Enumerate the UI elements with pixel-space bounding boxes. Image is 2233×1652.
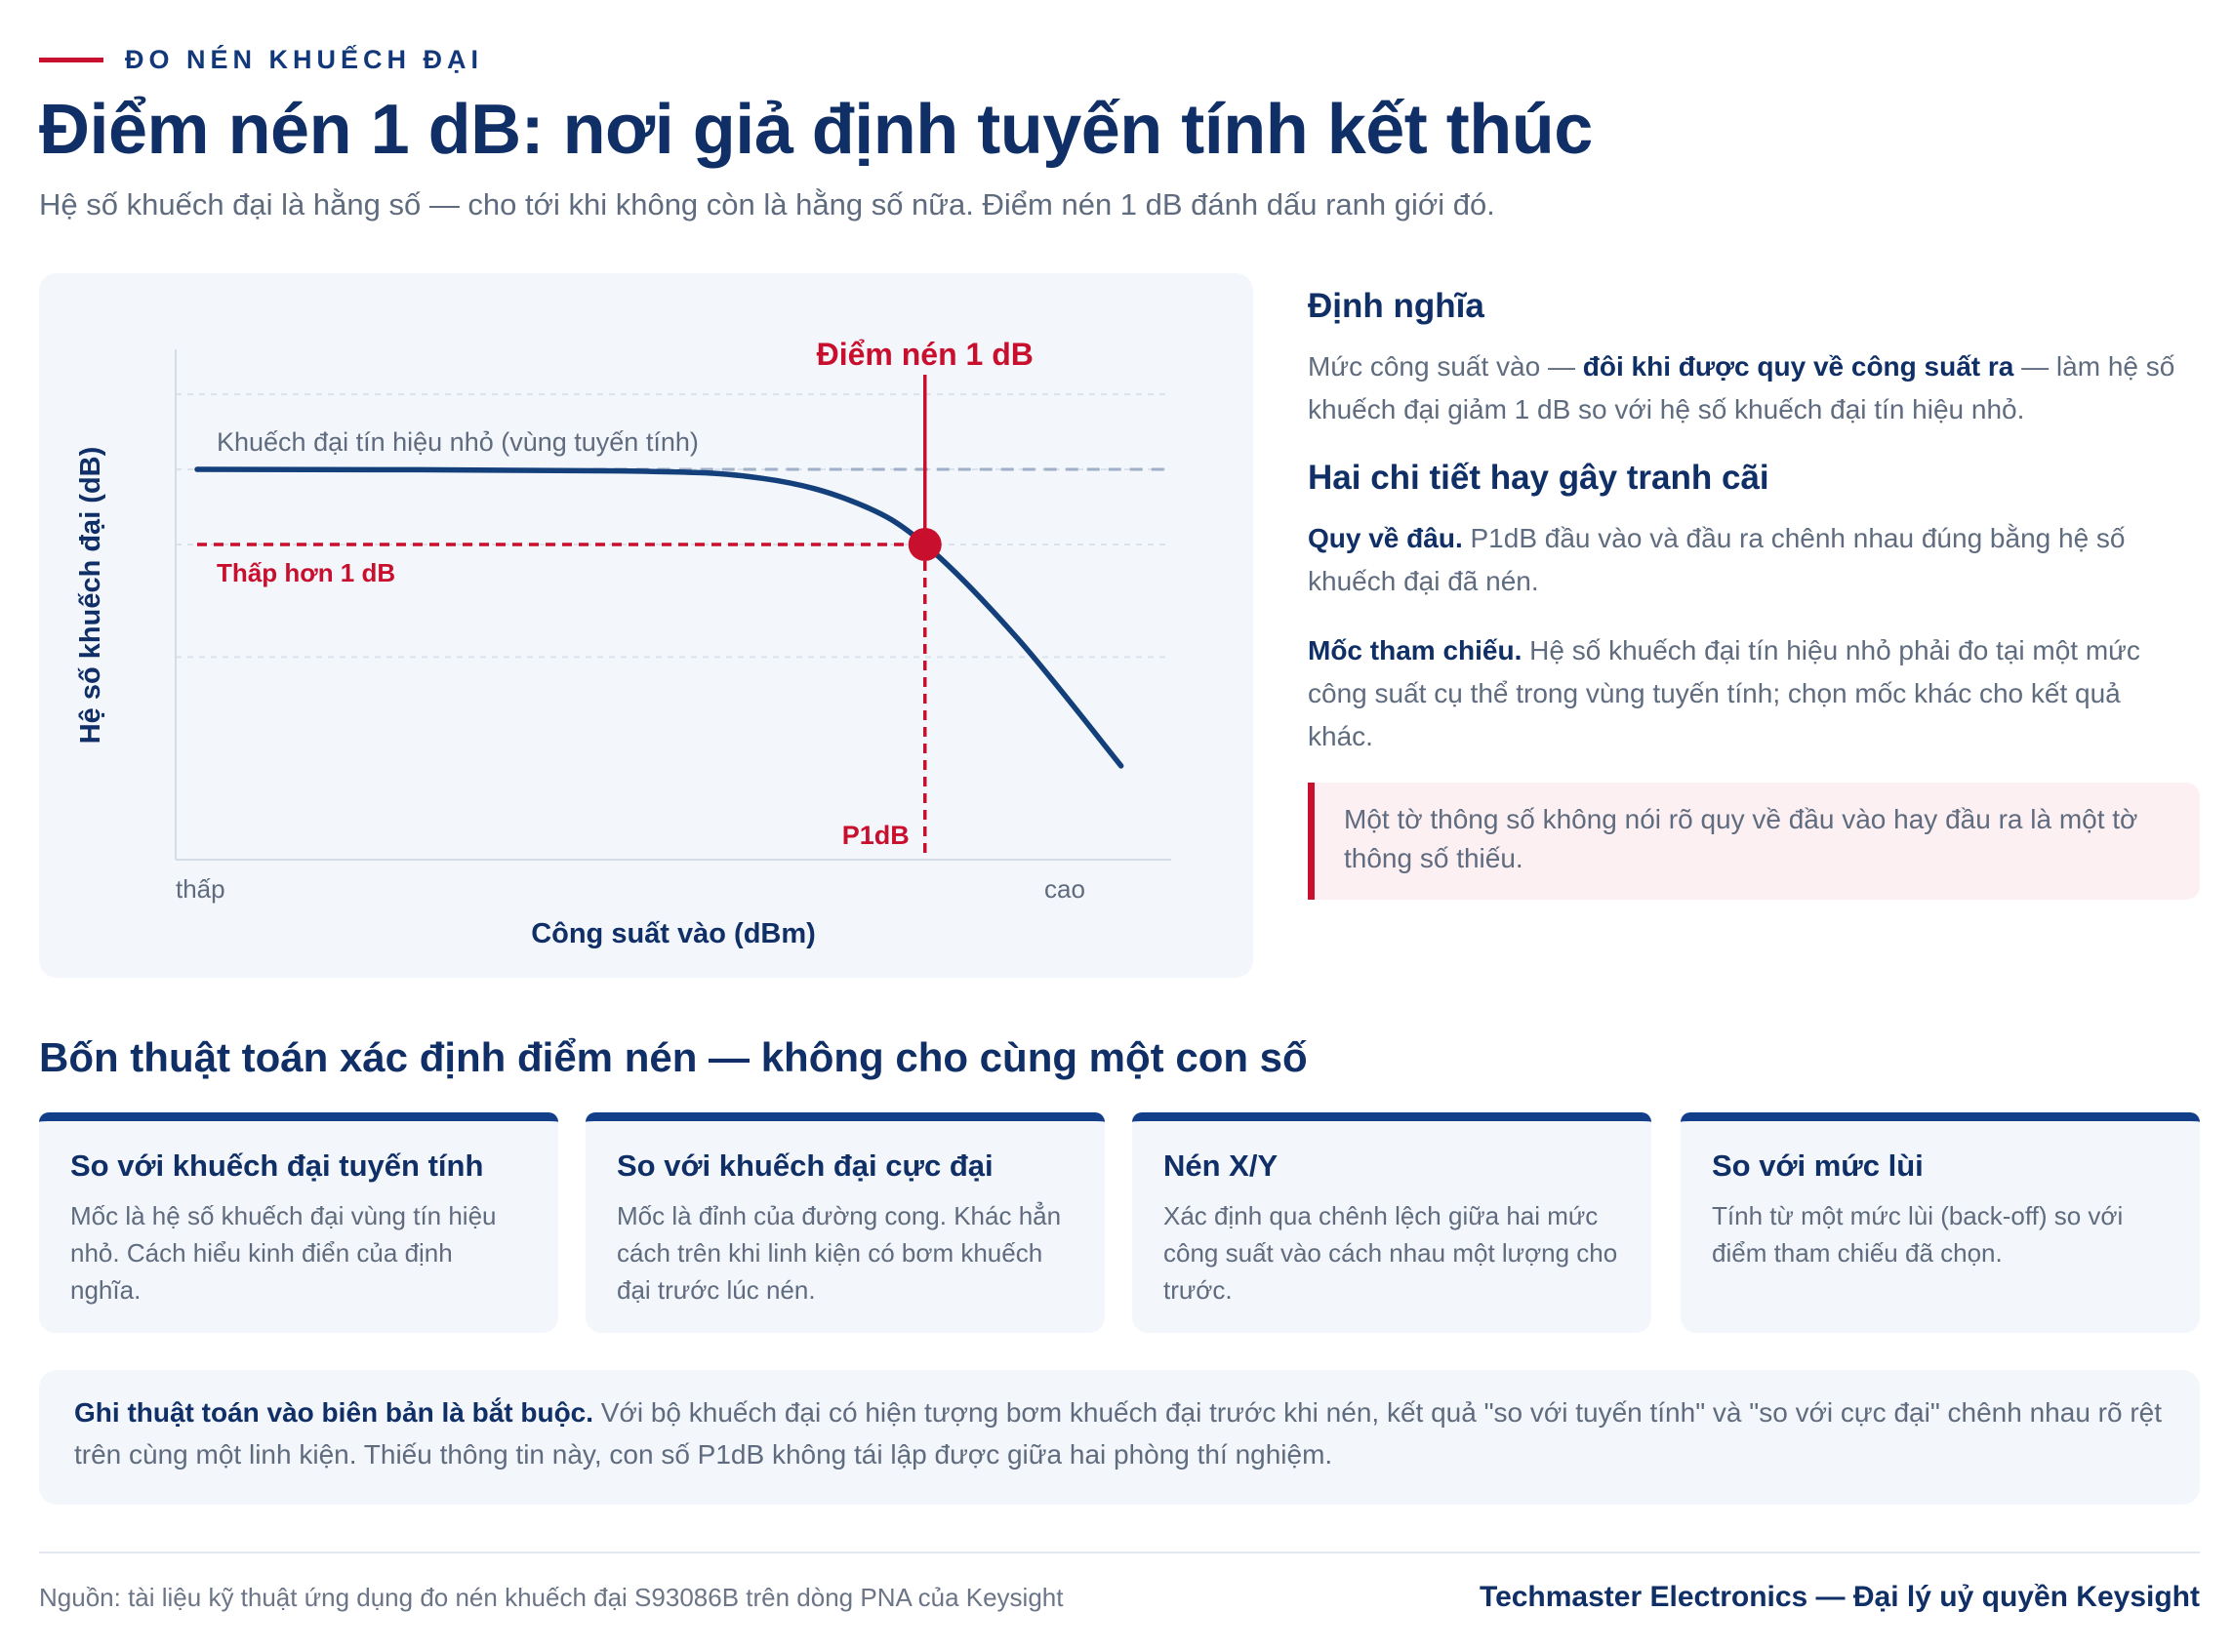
x-tick-label-high: cao: [1044, 874, 1085, 904]
y-axis-title: Hệ số khuếch đại (dB): [75, 447, 106, 745]
x-axis-title: Công suất vào (dBm): [531, 918, 816, 949]
definition-text: Mức công suất vào — đôi khi được quy về …: [1308, 351, 2175, 424]
algorithm-card-text: Xác định qua chênh lệch giữa hai mức côn…: [1163, 1201, 1618, 1305]
p1db-point: [908, 527, 942, 561]
algorithm-card: So với khuếch đại cực đại Mốc là đỉnh củ…: [586, 1112, 1105, 1333]
detail-reference-side: Quy về đâu. P1dB đầu vào và đầu ra chênh…: [1308, 523, 2126, 596]
callout-text: Một tờ thông số không nói rõ quy về đầu …: [1344, 804, 2138, 873]
x-tick-label-low: thấp: [176, 874, 225, 904]
requirement-note: Ghi thuật toán vào biên bản là bắt buộc.…: [39, 1370, 2200, 1505]
chart-panel: Điểm nén 1 dB Khuếch đại tín hiệu nhỏ (v…: [39, 273, 1253, 978]
algorithm-card-text: Mốc là hệ số khuếch đại vùng tín hiệu nh…: [70, 1201, 497, 1305]
algorithm-card-title: Nén X/Y: [1163, 1148, 1279, 1183]
algorithm-card-title: So với khuếch đại tuyến tính: [70, 1148, 484, 1183]
algorithm-card: So với mức lùi Tính từ một mức lùi (back…: [1681, 1112, 2200, 1333]
kicker-label: ĐO NÉN KHUẾCH ĐẠI: [125, 44, 484, 74]
algorithm-card: So với khuếch đại tuyến tính Mốc là hệ s…: [39, 1112, 558, 1333]
gain-curve: [194, 466, 1124, 769]
source-note: Nguồn: tài liệu kỹ thuật ứng dụng đo nén…: [39, 1583, 1064, 1612]
algorithms-heading: Bốn thuật toán xác định điểm nén — không…: [39, 1034, 1308, 1080]
algorithm-cards: So với khuếch đại tuyến tính Mốc là hệ s…: [39, 1112, 2200, 1333]
algorithm-card: Nén X/Y Xác định qua chênh lệch giữa hai…: [1132, 1112, 1651, 1333]
kicker: ĐO NÉN KHUẾCH ĐẠI: [39, 43, 483, 76]
algorithm-card-title: So với khuếch đại cực đại: [617, 1148, 994, 1183]
details-heading: Hai chi tiết hay gây tranh cãi: [1308, 459, 1769, 497]
warning-callout: Một tờ thông số không nói rõ quy về đầu …: [1308, 783, 2200, 900]
definition-heading: Định nghĩa: [1308, 287, 1484, 325]
detail-reference-point: Mốc tham chiếu. Hệ số khuếch đại tín hiệ…: [1308, 635, 2140, 751]
linear-region-label: Khuếch đại tín hiệu nhỏ (vùng tuyến tính…: [217, 427, 699, 457]
minus-1db-label: Thấp hơn 1 dB: [217, 558, 395, 587]
page-subtitle: Hệ số khuếch đại là hằng số — cho tới kh…: [39, 187, 1495, 222]
kicker-accent-bar: [39, 57, 103, 62]
algorithm-card-text: Tính từ một mức lùi (back-off) so với đi…: [1712, 1201, 2124, 1268]
note-text: Ghi thuật toán vào biên bản là bắt buộc.…: [74, 1397, 2163, 1470]
compression-point-label: Điểm nén 1 dB: [817, 337, 1034, 372]
algorithm-card-text: Mốc là đỉnh của đường cong. Khác hẳn các…: [617, 1201, 1062, 1305]
compression-chart: Điểm nén 1 dB Khuếch đại tín hiệu nhỏ (v…: [75, 337, 1171, 949]
footer-divider: [39, 1551, 2200, 1553]
algorithm-card-title: So với mức lùi: [1712, 1148, 1924, 1183]
brand-credit: Techmaster Electronics — Đại lý uỷ quyền…: [1479, 1581, 2200, 1613]
page-title: Điểm nén 1 dB: nơi giả định tuyến tính k…: [39, 91, 1593, 169]
p1db-label: P1dB: [842, 821, 910, 850]
